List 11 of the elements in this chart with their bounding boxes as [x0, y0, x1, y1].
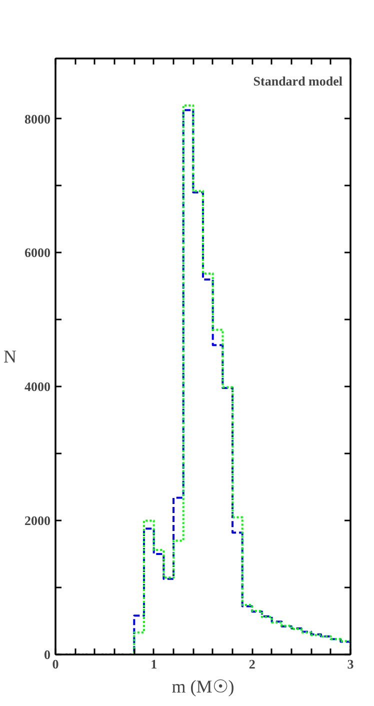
- x-tick-label: 1: [150, 656, 158, 672]
- y-tick-label: 4000: [24, 379, 50, 394]
- y-tick-label: 2000: [24, 513, 50, 528]
- y-tick-label: 6000: [24, 245, 50, 260]
- annotation: Standard model: [253, 74, 343, 88]
- y-axis-title: N: [4, 346, 16, 366]
- x-tick-label: 3: [347, 656, 354, 672]
- x-tick-label: 2: [248, 656, 256, 672]
- y-tick-label: 8000: [24, 111, 50, 126]
- y-tick-label: 0: [44, 647, 50, 662]
- x-axis-title: m (M☉): [172, 676, 234, 696]
